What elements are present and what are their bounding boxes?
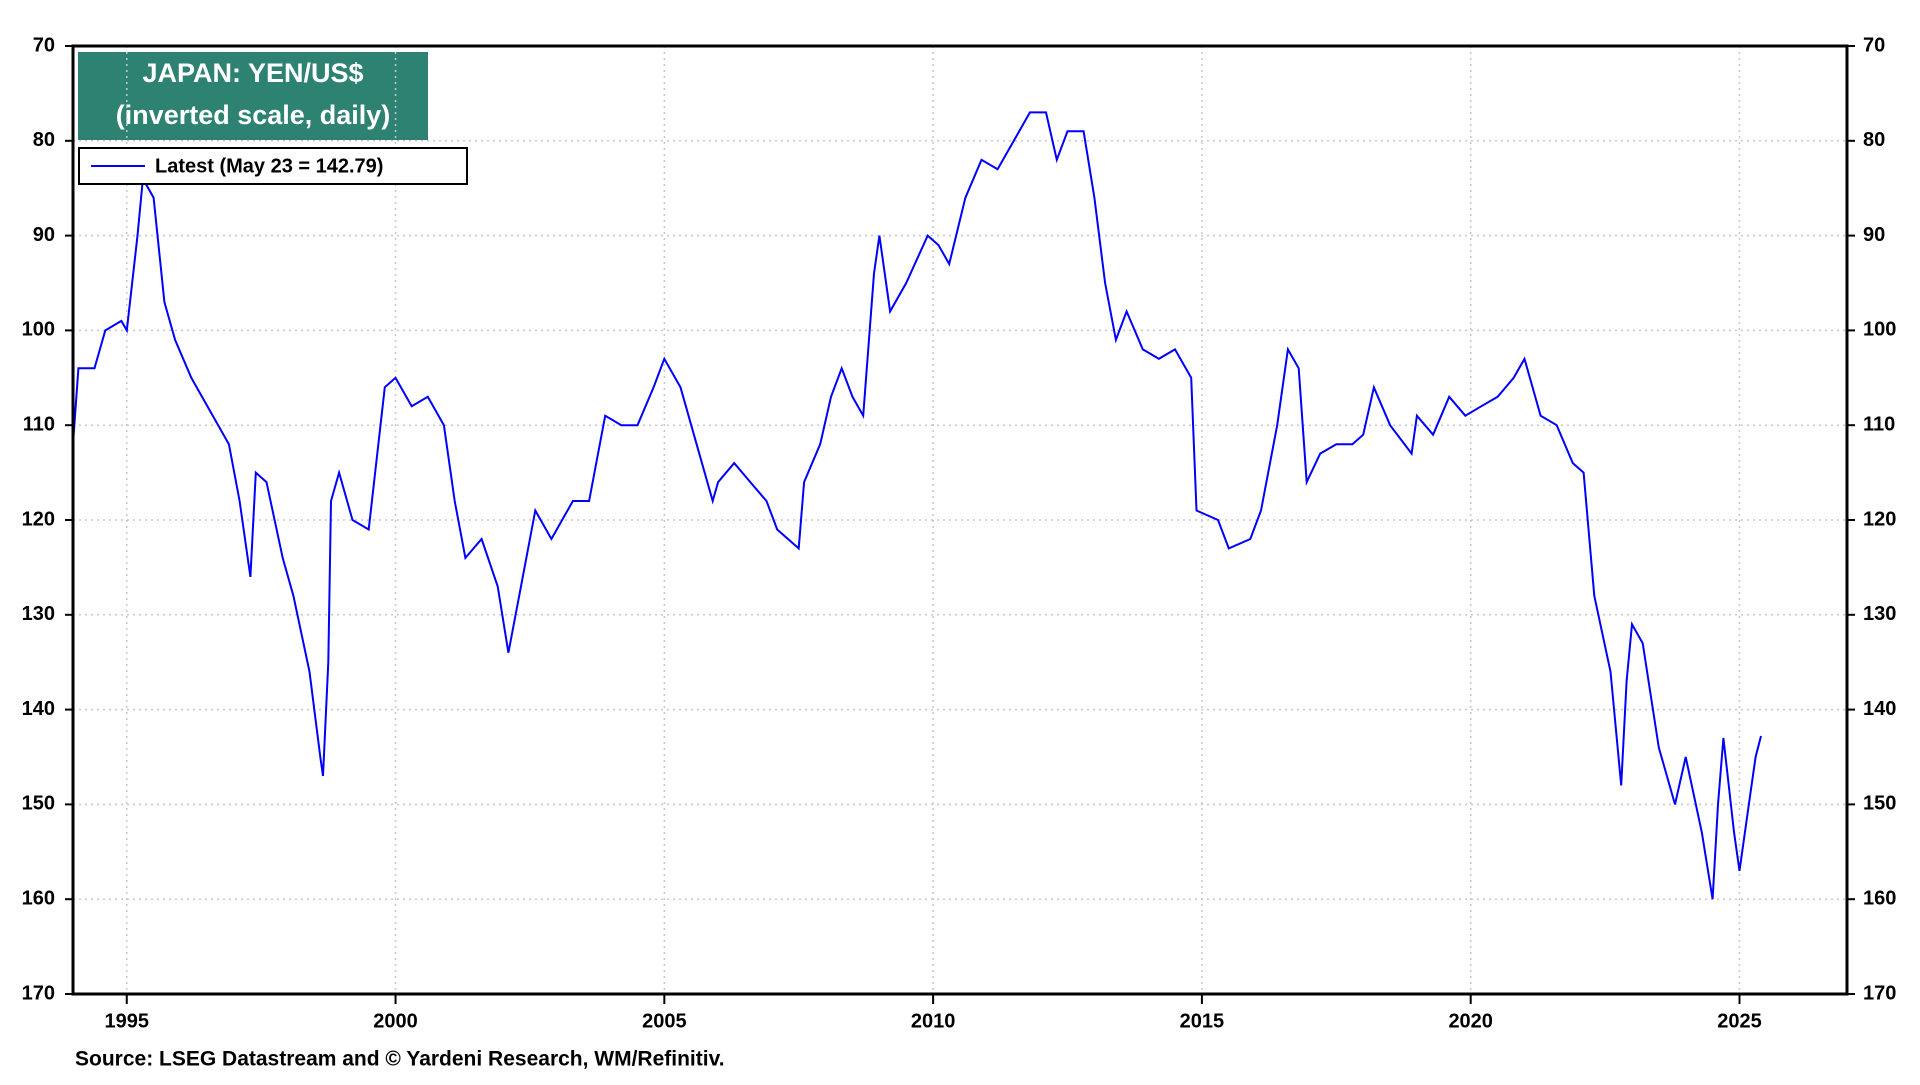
x-tick-label: 2020 [1448,1010,1493,1032]
y-tick-label: 140 [22,698,55,720]
y2-tick-label: 130 [1863,603,1896,625]
y-tick-label: 110 [23,413,55,435]
y-tick-label: 170 [22,982,55,1004]
y-tick-label: 100 [22,319,55,341]
y2-tick-label: 160 [1863,887,1896,909]
y2-tick-label: 90 [1863,224,1885,246]
plot-frame [71,44,1849,996]
x-tick-label: 2005 [642,1010,687,1032]
x-tick-label: 1995 [105,1010,150,1032]
y-tick-label: 150 [22,793,55,815]
y2-tick-label: 150 [1863,793,1896,815]
legend-label: Latest (May 23 = 142.79) [155,155,383,177]
y-tick-label: 130 [22,603,55,625]
y2-tick-label: 120 [1863,508,1896,530]
x-tick-label: 2000 [373,1010,418,1032]
y2-tick-label: 110 [1863,413,1895,435]
y2-tick-label: 140 [1863,698,1896,720]
x-tick-label: 2010 [911,1010,956,1032]
y-tick-label: 160 [22,887,55,909]
source-note: Source: LSEG Datastream and © Yardeni Re… [75,1048,725,1071]
y2-tick-label: 100 [1863,319,1896,341]
y2-tick-label: 170 [1863,982,1896,1004]
chart-title: JAPAN: YEN/US$ [142,58,363,88]
y-tick-label: 120 [22,508,55,530]
y-tick-label: 70 [33,34,55,56]
data-line [72,111,1762,900]
y2-tick-label: 70 [1863,34,1885,56]
x-tick-label: 2015 [1180,1010,1225,1032]
y2-tick-label: 80 [1863,129,1885,151]
y-tick-label: 90 [33,224,55,246]
title-box [78,52,428,140]
y-tick-label: 80 [33,129,55,151]
x-tick-label: 2025 [1717,1010,1762,1032]
chart-subtitle: (inverted scale, daily) [116,100,391,130]
